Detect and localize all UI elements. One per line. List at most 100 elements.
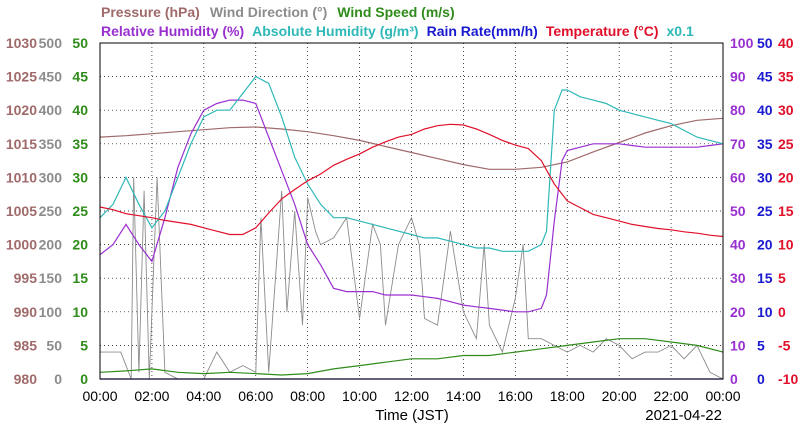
x-tick-label: 22:00: [654, 388, 689, 404]
x-axis-label: Time (JST): [375, 407, 449, 424]
tick-rain-rate: 15: [757, 270, 773, 286]
x-tick-label: 18:00: [550, 388, 585, 404]
x-tick-label: 00:00: [705, 388, 740, 404]
tick-wind-direction: 450: [39, 69, 63, 85]
tick-rain-rate: 10: [757, 304, 773, 320]
tick-temperature: -10: [778, 371, 798, 387]
tick-temperature: -5: [778, 337, 791, 353]
tick-wind-speed: 20: [72, 237, 88, 253]
legend-item-legend-row1-0: Pressure (hPa): [101, 4, 200, 20]
tick-pressure: 1020: [6, 102, 37, 118]
tick-wind-direction: 0: [54, 371, 62, 387]
tick-wind-speed: 25: [72, 203, 88, 219]
legend-item-legend-row2-0: Relative Humidity (%): [101, 23, 244, 39]
tick-rain-rate: 40: [757, 102, 773, 118]
x-tick-label: 20:00: [602, 388, 637, 404]
axis-tick-labels: 9809859909951000100510101015102010251030…: [6, 35, 799, 387]
tick-wind-speed: 0: [80, 371, 88, 387]
tick-rain-rate: 0: [757, 371, 765, 387]
legend-item-legend-row2-4: x0.1: [667, 23, 694, 39]
legend-item-legend-row2-2: Rain Rate(mm/h): [427, 23, 538, 39]
tick-wind-direction: 400: [39, 102, 63, 118]
tick-temperature: 35: [778, 69, 794, 85]
tick-wind-direction: 200: [39, 237, 63, 253]
series-absolute-humidity: [99, 75, 724, 252]
tick-relative-humidity: 70: [730, 136, 746, 152]
tick-temperature: 10: [778, 237, 794, 253]
tick-relative-humidity: 20: [730, 304, 746, 320]
x-tick-label: 12:00: [394, 388, 429, 404]
tick-rain-rate: 35: [757, 136, 773, 152]
tick-wind-speed: 45: [72, 69, 88, 85]
tick-pressure: 980: [14, 371, 38, 387]
tick-wind-speed: 5: [80, 337, 88, 353]
x-tick-label: 04:00: [186, 388, 221, 404]
tick-pressure: 1010: [6, 169, 37, 185]
x-tick-label: 10:00: [342, 388, 377, 404]
tick-pressure: 1000: [6, 237, 37, 253]
series-pressure: [99, 117, 724, 170]
tick-rain-rate: 30: [757, 169, 773, 185]
legend-item-legend-row2-3: Temperature (°C): [546, 23, 659, 39]
tick-pressure: 985: [14, 337, 38, 353]
legend-row-1: Pressure (hPa) Wind Direction (°) Wind Spe…: [101, 4, 455, 20]
x-tick-label: 00:00: [82, 388, 117, 404]
tick-relative-humidity: 80: [730, 102, 746, 118]
tick-relative-humidity: 50: [730, 203, 746, 219]
tick-relative-humidity: 60: [730, 169, 746, 185]
tick-wind-direction: 100: [39, 304, 63, 320]
x-tick-label: 02:00: [134, 388, 169, 404]
tick-wind-speed: 15: [72, 270, 88, 286]
tick-wind-direction: 500: [39, 35, 63, 51]
date-label: 2021-04-22: [645, 407, 722, 424]
tick-relative-humidity: 90: [730, 69, 746, 85]
x-tick-label: 16:00: [498, 388, 533, 404]
tick-wind-speed: 35: [72, 136, 88, 152]
legend-item-legend-row2-1: Absolute Humidity (g/m³): [252, 23, 418, 39]
x-tick-label: 06:00: [238, 388, 273, 404]
tick-temperature: 5: [778, 270, 786, 286]
tick-wind-direction: 50: [46, 337, 62, 353]
tick-wind-speed: 30: [72, 169, 88, 185]
tick-temperature: 25: [778, 136, 794, 152]
tick-temperature: 40: [778, 35, 794, 51]
x-tick-label: 14:00: [446, 388, 481, 404]
tick-relative-humidity: 40: [730, 237, 746, 253]
x-axis-tick-labels: 00:00 02:00 04:00 06:00 08:00 10:00 12:00 14:00…: [82, 388, 740, 404]
tick-rain-rate: 50: [757, 35, 773, 51]
tick-pressure: 1005: [6, 203, 37, 219]
series-relative-humidity: [99, 99, 724, 313]
tick-relative-humidity: 0: [730, 371, 738, 387]
tick-temperature: 30: [778, 102, 794, 118]
tick-pressure: 1025: [6, 69, 37, 85]
tick-pressure: 995: [14, 270, 38, 286]
tick-rain-rate: 5: [757, 337, 765, 353]
tick-relative-humidity: 100: [730, 35, 754, 51]
series-wind-speed: [99, 338, 724, 376]
gridlines: [100, 43, 723, 379]
tick-pressure: 1030: [6, 35, 37, 51]
tick-wind-direction: 300: [39, 169, 63, 185]
tick-pressure: 1015: [6, 136, 37, 152]
legend-item-legend-row1-1: Wind Direction (°): [210, 4, 327, 20]
plot-frame: [99, 42, 724, 380]
tick-wind-direction: 250: [39, 203, 63, 219]
tick-rain-rate: 25: [757, 203, 773, 219]
tick-wind-speed: 10: [72, 304, 88, 320]
tick-wind-direction: 150: [39, 270, 63, 286]
x-tick-label: 08:00: [290, 388, 325, 404]
series-temperature: [99, 123, 724, 238]
tick-temperature: 20: [778, 169, 794, 185]
legend-item-legend-row1-2: Wind Speed (m/s): [337, 4, 454, 20]
legend-row-2: Relative Humidity (%) Absolute Humidity (…: [101, 23, 694, 39]
tick-temperature: 15: [778, 203, 794, 219]
tick-wind-direction: 350: [39, 136, 63, 152]
tick-temperature: 0: [778, 304, 786, 320]
tick-relative-humidity: 10: [730, 337, 746, 353]
tick-pressure: 990: [14, 304, 38, 320]
tick-wind-speed: 40: [72, 102, 88, 118]
tick-rain-rate: 45: [757, 69, 773, 85]
